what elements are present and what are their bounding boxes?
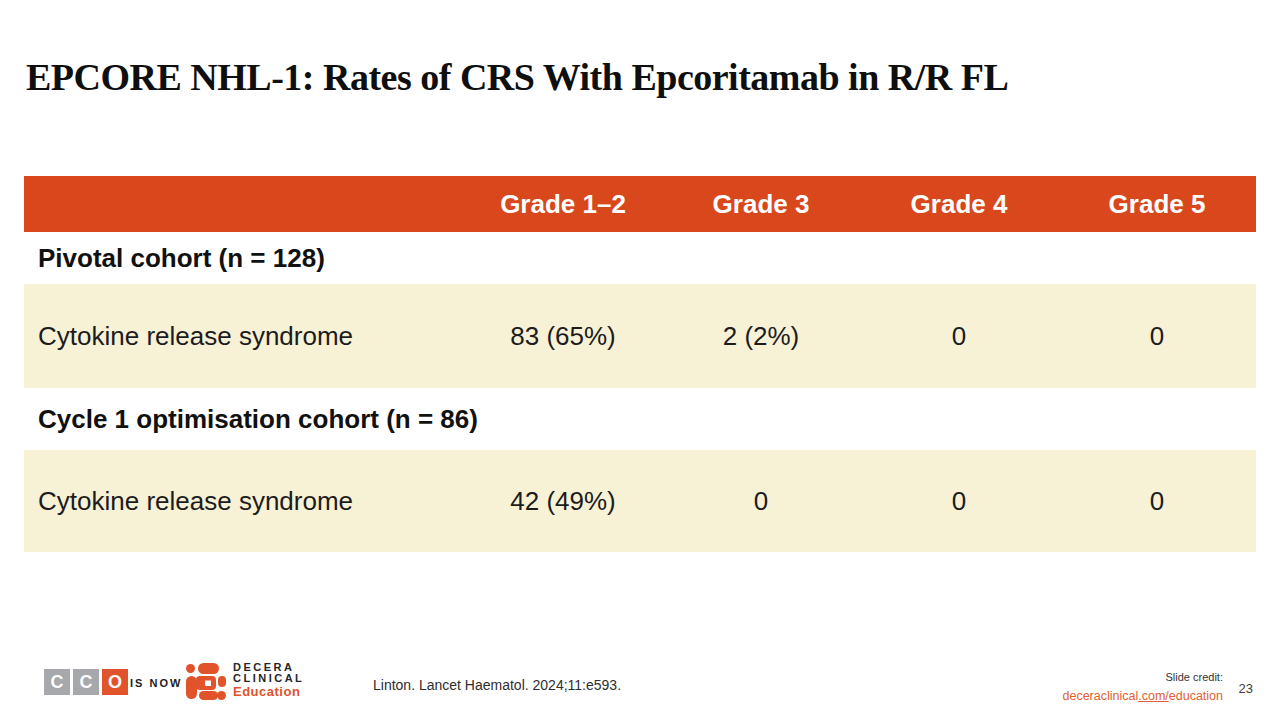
table-row-pivotal-crs: Cytokine release syndrome 83 (65%) 2 (2%… xyxy=(24,284,1256,388)
cell-value: 0 xyxy=(1058,321,1256,352)
cell-value: 0 xyxy=(860,321,1058,352)
column-header-grade-4: Grade 4 xyxy=(860,189,1058,220)
slide-credit-label: Slide credit: xyxy=(1062,671,1223,685)
cell-value: 2 (2%) xyxy=(662,321,860,352)
row-label: Cytokine release syndrome xyxy=(24,321,464,352)
section-header-pivotal-cohort: Pivotal cohort (n = 128) xyxy=(24,232,1256,284)
cell-value: 0 xyxy=(1058,486,1256,517)
citation: Linton. Lancet Haematol. 2024;11:e593. xyxy=(373,677,621,693)
cco-logo-letter-c2: C xyxy=(73,669,99,695)
page-title: EPCORE NHL-1: Rates of CRS With Epcorita… xyxy=(26,56,1226,100)
cell-value: 42 (49%) xyxy=(464,486,662,517)
cco-logo-letter-c1: C xyxy=(44,669,70,695)
section-header-cycle1-cohort: Cycle 1 optimisation cohort (n = 86) xyxy=(24,388,1256,450)
decera-logo-icon xyxy=(186,663,226,700)
crs-rates-table: Grade 1–2 Grade 3 Grade 4 Grade 5 Pivota… xyxy=(24,176,1256,552)
column-header-grade-3: Grade 3 xyxy=(662,189,860,220)
page-number: 23 xyxy=(1239,681,1253,696)
cell-value: 0 xyxy=(860,486,1058,517)
table-header-row: Grade 1–2 Grade 3 Grade 4 Grade 5 xyxy=(24,176,1256,232)
slide-credit-link[interactable]: deceraclinical.com/education xyxy=(1062,689,1223,703)
column-header-grade-5: Grade 5 xyxy=(1058,189,1256,220)
column-header-grade-1-2: Grade 1–2 xyxy=(464,189,662,220)
row-label: Cytokine release syndrome xyxy=(24,486,464,517)
decera-logo-text: DECERA CLINICAL Education xyxy=(233,662,304,698)
cco-logo: C C O xyxy=(44,669,128,695)
cell-value: 83 (65%) xyxy=(464,321,662,352)
is-now-label: IS NOW xyxy=(130,677,182,689)
table-row-cycle1-crs: Cytokine release syndrome 42 (49%) 0 0 0 xyxy=(24,450,1256,552)
slide: EPCORE NHL-1: Rates of CRS With Epcorita… xyxy=(0,0,1280,720)
decera-education-label: Education xyxy=(233,685,304,698)
cell-value: 0 xyxy=(662,486,860,517)
cco-logo-letter-o: O xyxy=(102,669,128,695)
slide-credit: Slide credit: deceraclinical.com/educati… xyxy=(1062,671,1223,705)
decera-line-2: CLINICAL xyxy=(233,673,304,684)
